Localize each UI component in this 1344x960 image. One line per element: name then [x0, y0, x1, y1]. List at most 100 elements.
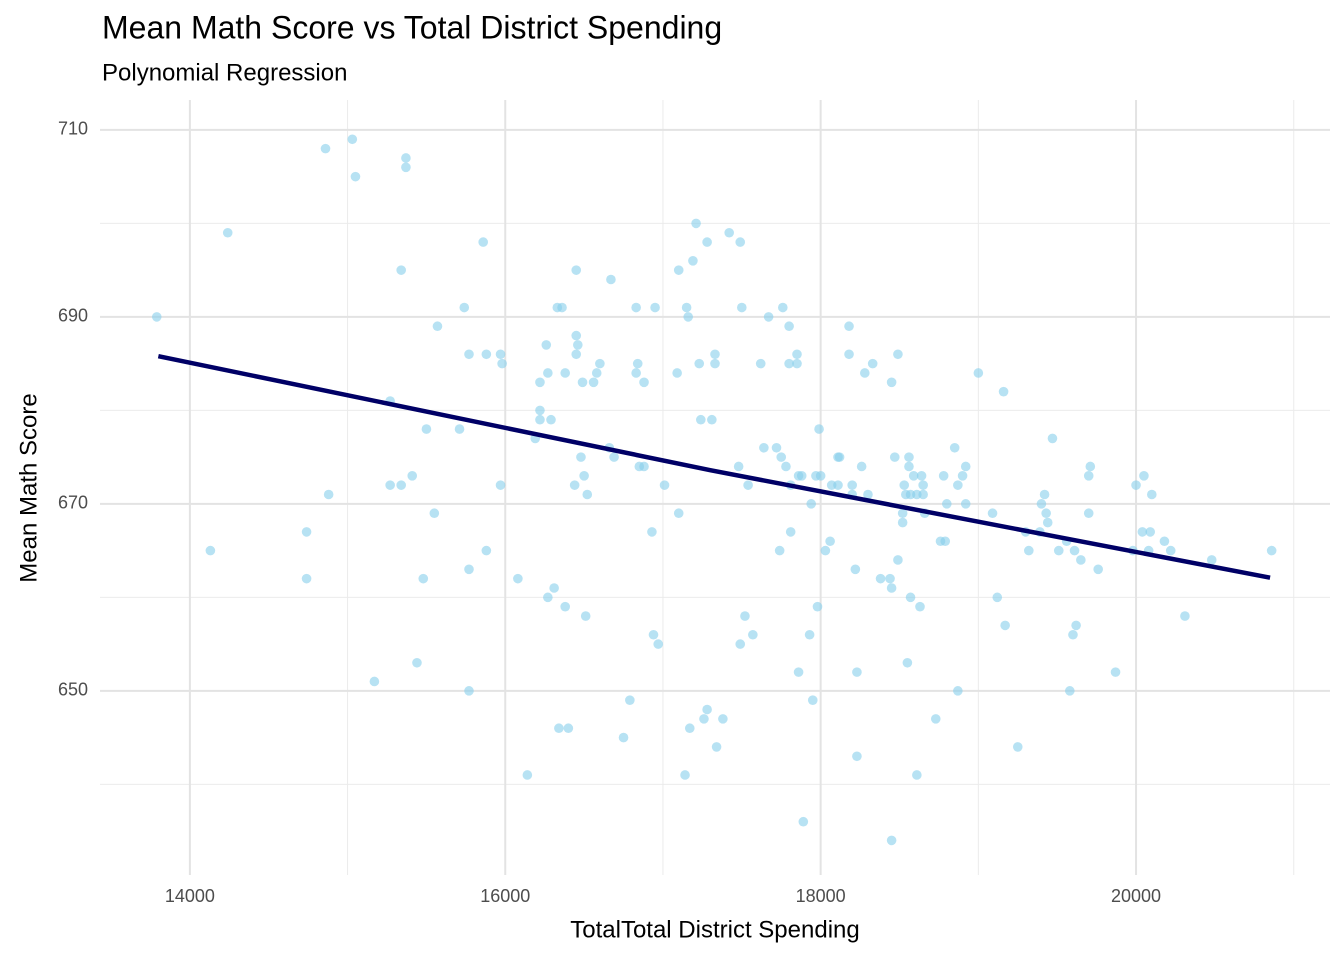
point — [549, 583, 559, 593]
point — [648, 629, 659, 640]
point — [639, 377, 649, 388]
point — [1085, 461, 1096, 472]
point — [987, 508, 998, 519]
point — [563, 723, 574, 734]
point — [814, 424, 824, 434]
point — [481, 349, 492, 360]
point — [792, 349, 802, 360]
point — [784, 358, 794, 369]
y-axis-label: Mean Math Score — [15, 393, 42, 582]
point — [1042, 517, 1053, 528]
point — [735, 237, 746, 247]
point — [301, 573, 312, 584]
point — [673, 265, 684, 275]
point — [1071, 620, 1081, 631]
point — [543, 592, 553, 603]
point — [953, 686, 963, 696]
x-tick-label: 16000 — [480, 886, 530, 906]
point — [454, 424, 465, 434]
point — [718, 714, 728, 724]
point — [1053, 545, 1064, 556]
point — [940, 536, 951, 547]
point — [852, 667, 862, 677]
point — [776, 452, 787, 462]
point — [1266, 545, 1277, 556]
point — [1000, 620, 1010, 631]
point — [806, 499, 816, 509]
point — [1065, 686, 1075, 696]
point — [1047, 433, 1058, 444]
point — [893, 349, 903, 360]
point — [886, 377, 897, 388]
point — [571, 265, 582, 275]
point — [421, 424, 432, 434]
point — [860, 368, 870, 378]
point — [647, 527, 657, 537]
point — [825, 536, 835, 547]
point — [681, 302, 692, 313]
point — [396, 480, 406, 490]
point — [1041, 508, 1051, 519]
point — [513, 573, 523, 584]
point — [618, 732, 629, 743]
point — [320, 143, 331, 154]
point — [1083, 471, 1094, 481]
point — [960, 461, 971, 472]
point — [889, 452, 900, 462]
point — [863, 489, 873, 500]
point — [735, 639, 746, 649]
point — [673, 508, 684, 519]
point — [573, 340, 583, 350]
point — [495, 480, 506, 490]
point — [554, 723, 564, 734]
point — [798, 816, 809, 827]
point — [847, 480, 857, 490]
point — [998, 386, 1009, 397]
point — [886, 835, 897, 846]
point — [867, 358, 878, 369]
point — [897, 517, 908, 528]
point — [591, 368, 602, 378]
point — [820, 545, 831, 556]
point — [639, 461, 649, 472]
point — [699, 714, 709, 724]
point — [856, 461, 867, 472]
point — [724, 227, 734, 238]
point — [1093, 564, 1103, 575]
point — [541, 340, 552, 350]
point — [771, 442, 782, 453]
point — [908, 471, 919, 481]
point — [694, 358, 705, 369]
point — [973, 368, 984, 378]
point — [784, 321, 794, 332]
point — [702, 704, 712, 715]
point — [1147, 489, 1157, 500]
point — [737, 302, 747, 313]
chart-subtitle: Polynomial Regression — [102, 59, 347, 86]
point — [912, 770, 922, 780]
y-tick-label: 690 — [58, 306, 88, 326]
point — [748, 629, 758, 640]
point — [774, 545, 785, 556]
point — [1012, 742, 1023, 752]
point — [495, 349, 506, 360]
point — [1024, 545, 1034, 556]
point — [740, 611, 750, 621]
point — [579, 471, 589, 481]
point — [1131, 480, 1141, 490]
point — [942, 499, 952, 509]
point — [711, 742, 722, 752]
point — [497, 358, 507, 369]
point — [560, 601, 570, 612]
point — [885, 573, 895, 584]
point — [683, 312, 693, 322]
point — [1068, 629, 1078, 640]
point — [792, 358, 802, 369]
point — [850, 564, 861, 575]
point — [569, 480, 580, 490]
point — [778, 302, 788, 313]
point — [1110, 667, 1121, 677]
y-tick-label: 650 — [58, 680, 88, 700]
point — [205, 545, 216, 556]
point — [582, 489, 593, 500]
